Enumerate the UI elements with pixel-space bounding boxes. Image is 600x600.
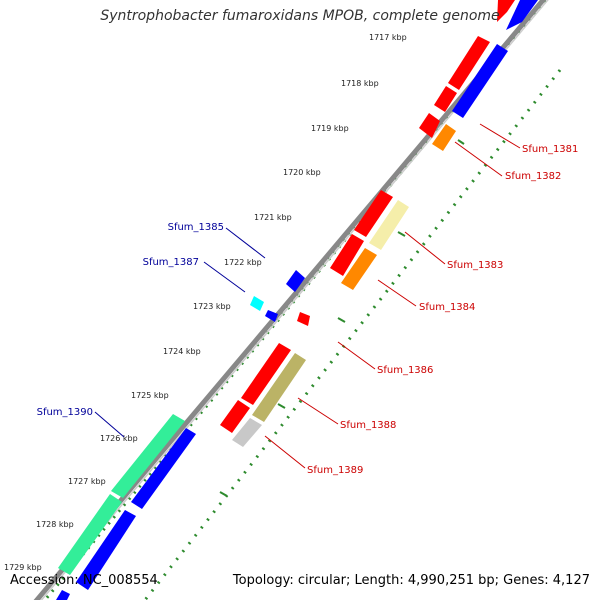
tick-label: 1725 kbp	[131, 391, 169, 400]
inner-tick-track	[143, 69, 562, 600]
tick-labels: 1717 kbp 1718 kbp 1719 kbp 1720 kbp 1721 kbp…	[4, 33, 407, 572]
gene-blue-1387b[interactable]	[265, 310, 278, 322]
gene-cyan-1387[interactable]	[250, 296, 264, 311]
tick-label: 1719 kbp	[311, 124, 349, 133]
accession-label: Accession:	[10, 573, 79, 588]
gene-red-1388a[interactable]	[241, 343, 291, 405]
gene-green-1390b[interactable]	[58, 494, 122, 575]
gene-label-sfum_1386[interactable]: Sfum_1386	[377, 365, 433, 376]
tick-label: 1723 kbp	[193, 302, 231, 311]
gene-blue-1381[interactable]	[452, 44, 508, 118]
gene-blue-top[interactable]	[506, 0, 538, 30]
gene-green-1390a[interactable]	[111, 414, 185, 498]
gene-olive-1388[interactable]	[252, 353, 306, 422]
tick-label: 1722 kbp	[224, 258, 262, 267]
accession-footer: Accession: NC_008554	[10, 573, 158, 588]
tick-label: 1727 kbp	[68, 477, 106, 486]
gene-red-1381b[interactable]	[434, 86, 457, 112]
gene-label-sfum_1387[interactable]: Sfum_1387	[143, 257, 199, 268]
gene-red-1388b[interactable]	[220, 400, 250, 433]
genes-plus-strand	[220, 0, 538, 447]
gene-yellow-1383[interactable]	[369, 200, 409, 250]
tick-label: 1721 kbp	[254, 213, 292, 222]
tick-label: 1720 kbp	[283, 168, 321, 177]
gene-label-sfum_1381[interactable]: Sfum_1381	[522, 144, 578, 155]
gene-orange-1382[interactable]	[432, 124, 456, 151]
tick-label: 1724 kbp	[163, 347, 201, 356]
genes-minus-strand	[56, 270, 305, 600]
tick-label: 1717 kbp	[369, 33, 407, 42]
gene-blue-1390c[interactable]	[56, 590, 70, 600]
gene-gray-1389[interactable]	[232, 418, 262, 447]
gene-red-1381a[interactable]	[448, 36, 490, 90]
gene-label-sfum_1385[interactable]: Sfum_1385	[168, 222, 224, 233]
label-connectors	[94, 123, 521, 469]
accession-value: NC_008554	[82, 573, 158, 588]
gene-orange-1384[interactable]	[341, 248, 377, 290]
gene-blue-1390a[interactable]	[131, 428, 196, 509]
tick-label: 1728 kbp	[36, 520, 74, 529]
gene-red-1381c[interactable]	[419, 113, 440, 138]
genome-summary: Topology: circular; Length: 4,990,251 bp…	[232, 573, 590, 588]
gene-label-sfum_1388[interactable]: Sfum_1388	[340, 420, 396, 431]
gene-red-top[interactable]	[497, 0, 515, 22]
gene-label-sfum_1384[interactable]: Sfum_1384	[419, 302, 475, 313]
genome-title: Syntrophobacter fumaroxidans MPOB, compl…	[100, 8, 500, 24]
gene-red-1386[interactable]	[297, 312, 310, 326]
inner-major-ticks	[219, 139, 465, 497]
gene-label-sfum_1390[interactable]: Sfum_1390	[37, 407, 93, 418]
gene-labels: Sfum_1381 Sfum_1382 Sfum_1383 Sfum_1384 Sfum…	[37, 144, 579, 476]
gene-red-1383b[interactable]	[330, 234, 364, 276]
gene-label-sfum_1389[interactable]: Sfum_1389	[307, 465, 363, 476]
gene-label-sfum_1383[interactable]: Sfum_1383	[447, 260, 503, 271]
gene-red-1383a[interactable]	[354, 190, 393, 237]
gene-blue-1385[interactable]	[286, 270, 305, 292]
tick-label: 1729 kbp	[4, 563, 42, 572]
gene-blue-1390b[interactable]	[76, 510, 136, 590]
tick-label: 1726 kbp	[100, 434, 138, 443]
gene-label-sfum_1382[interactable]: Sfum_1382	[505, 171, 561, 182]
tick-label: 1718 kbp	[341, 79, 379, 88]
